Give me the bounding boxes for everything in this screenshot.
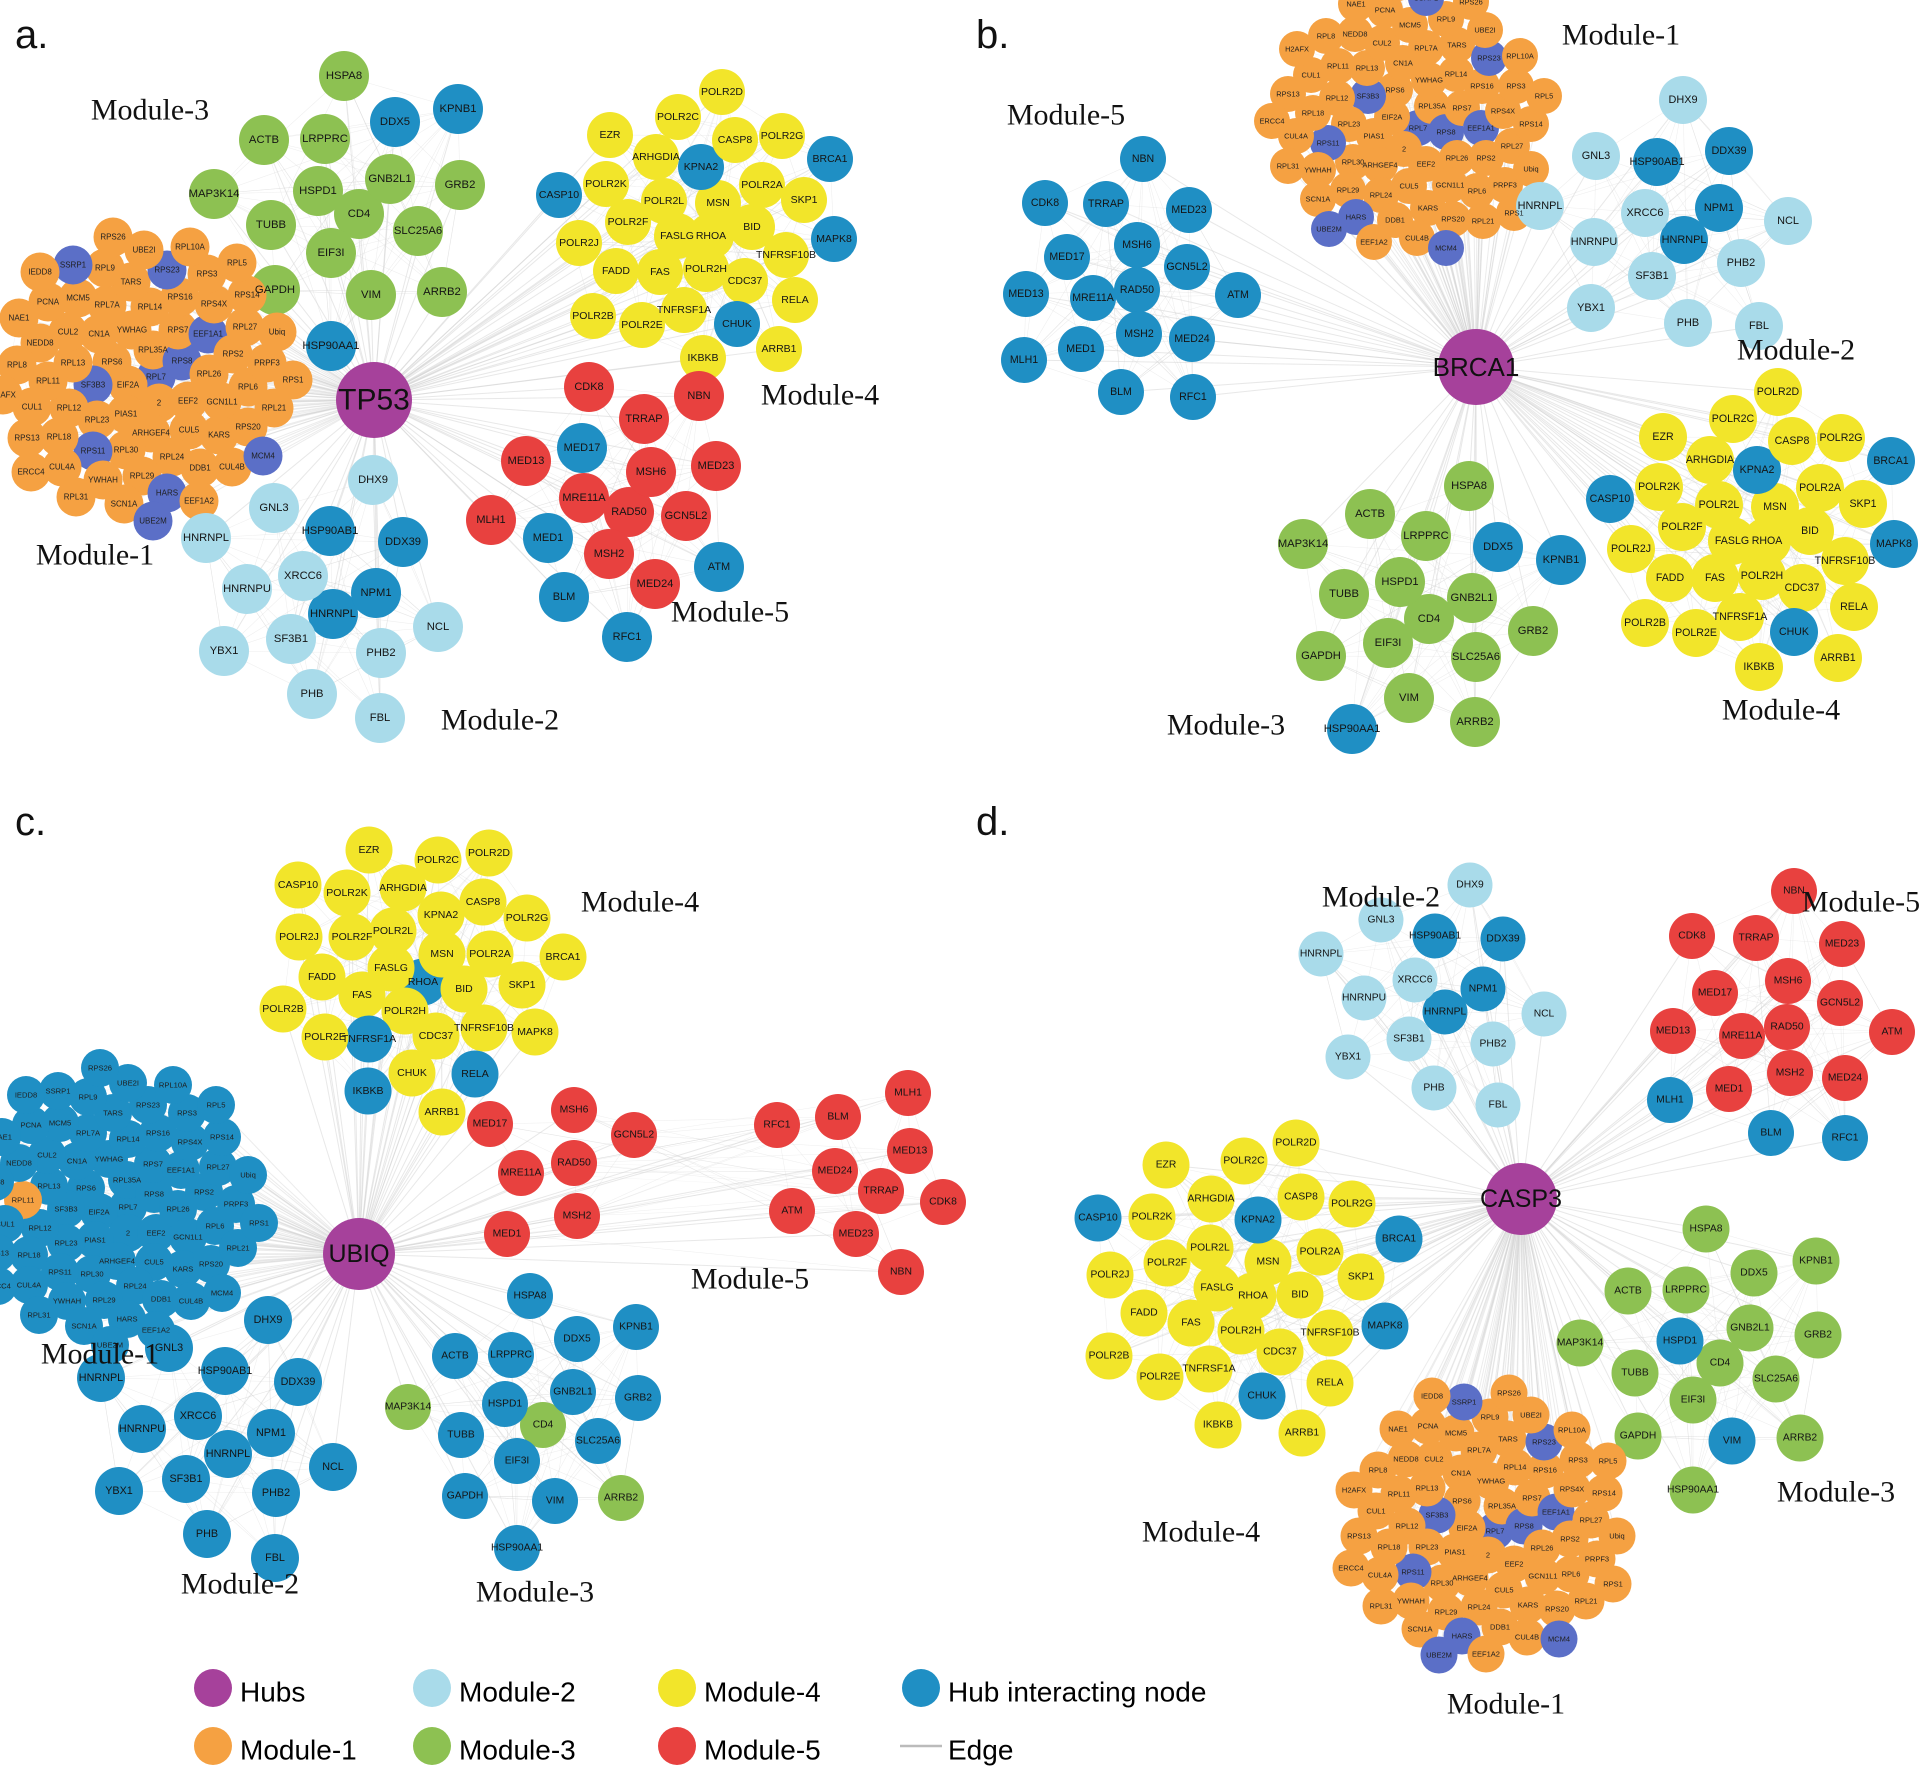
svg-text:Hub interacting node: Hub interacting node <box>948 1677 1206 1708</box>
svg-text:Module-5: Module-5 <box>704 1735 821 1766</box>
svg-text:Edge: Edge <box>948 1735 1013 1766</box>
svg-text:Hubs: Hubs <box>240 1677 305 1708</box>
svg-text:Module-3: Module-3 <box>459 1735 576 1766</box>
svg-text:Module-4: Module-4 <box>704 1677 821 1708</box>
svg-text:Module-2: Module-2 <box>459 1677 576 1708</box>
svg-text:Module-1: Module-1 <box>240 1735 357 1766</box>
